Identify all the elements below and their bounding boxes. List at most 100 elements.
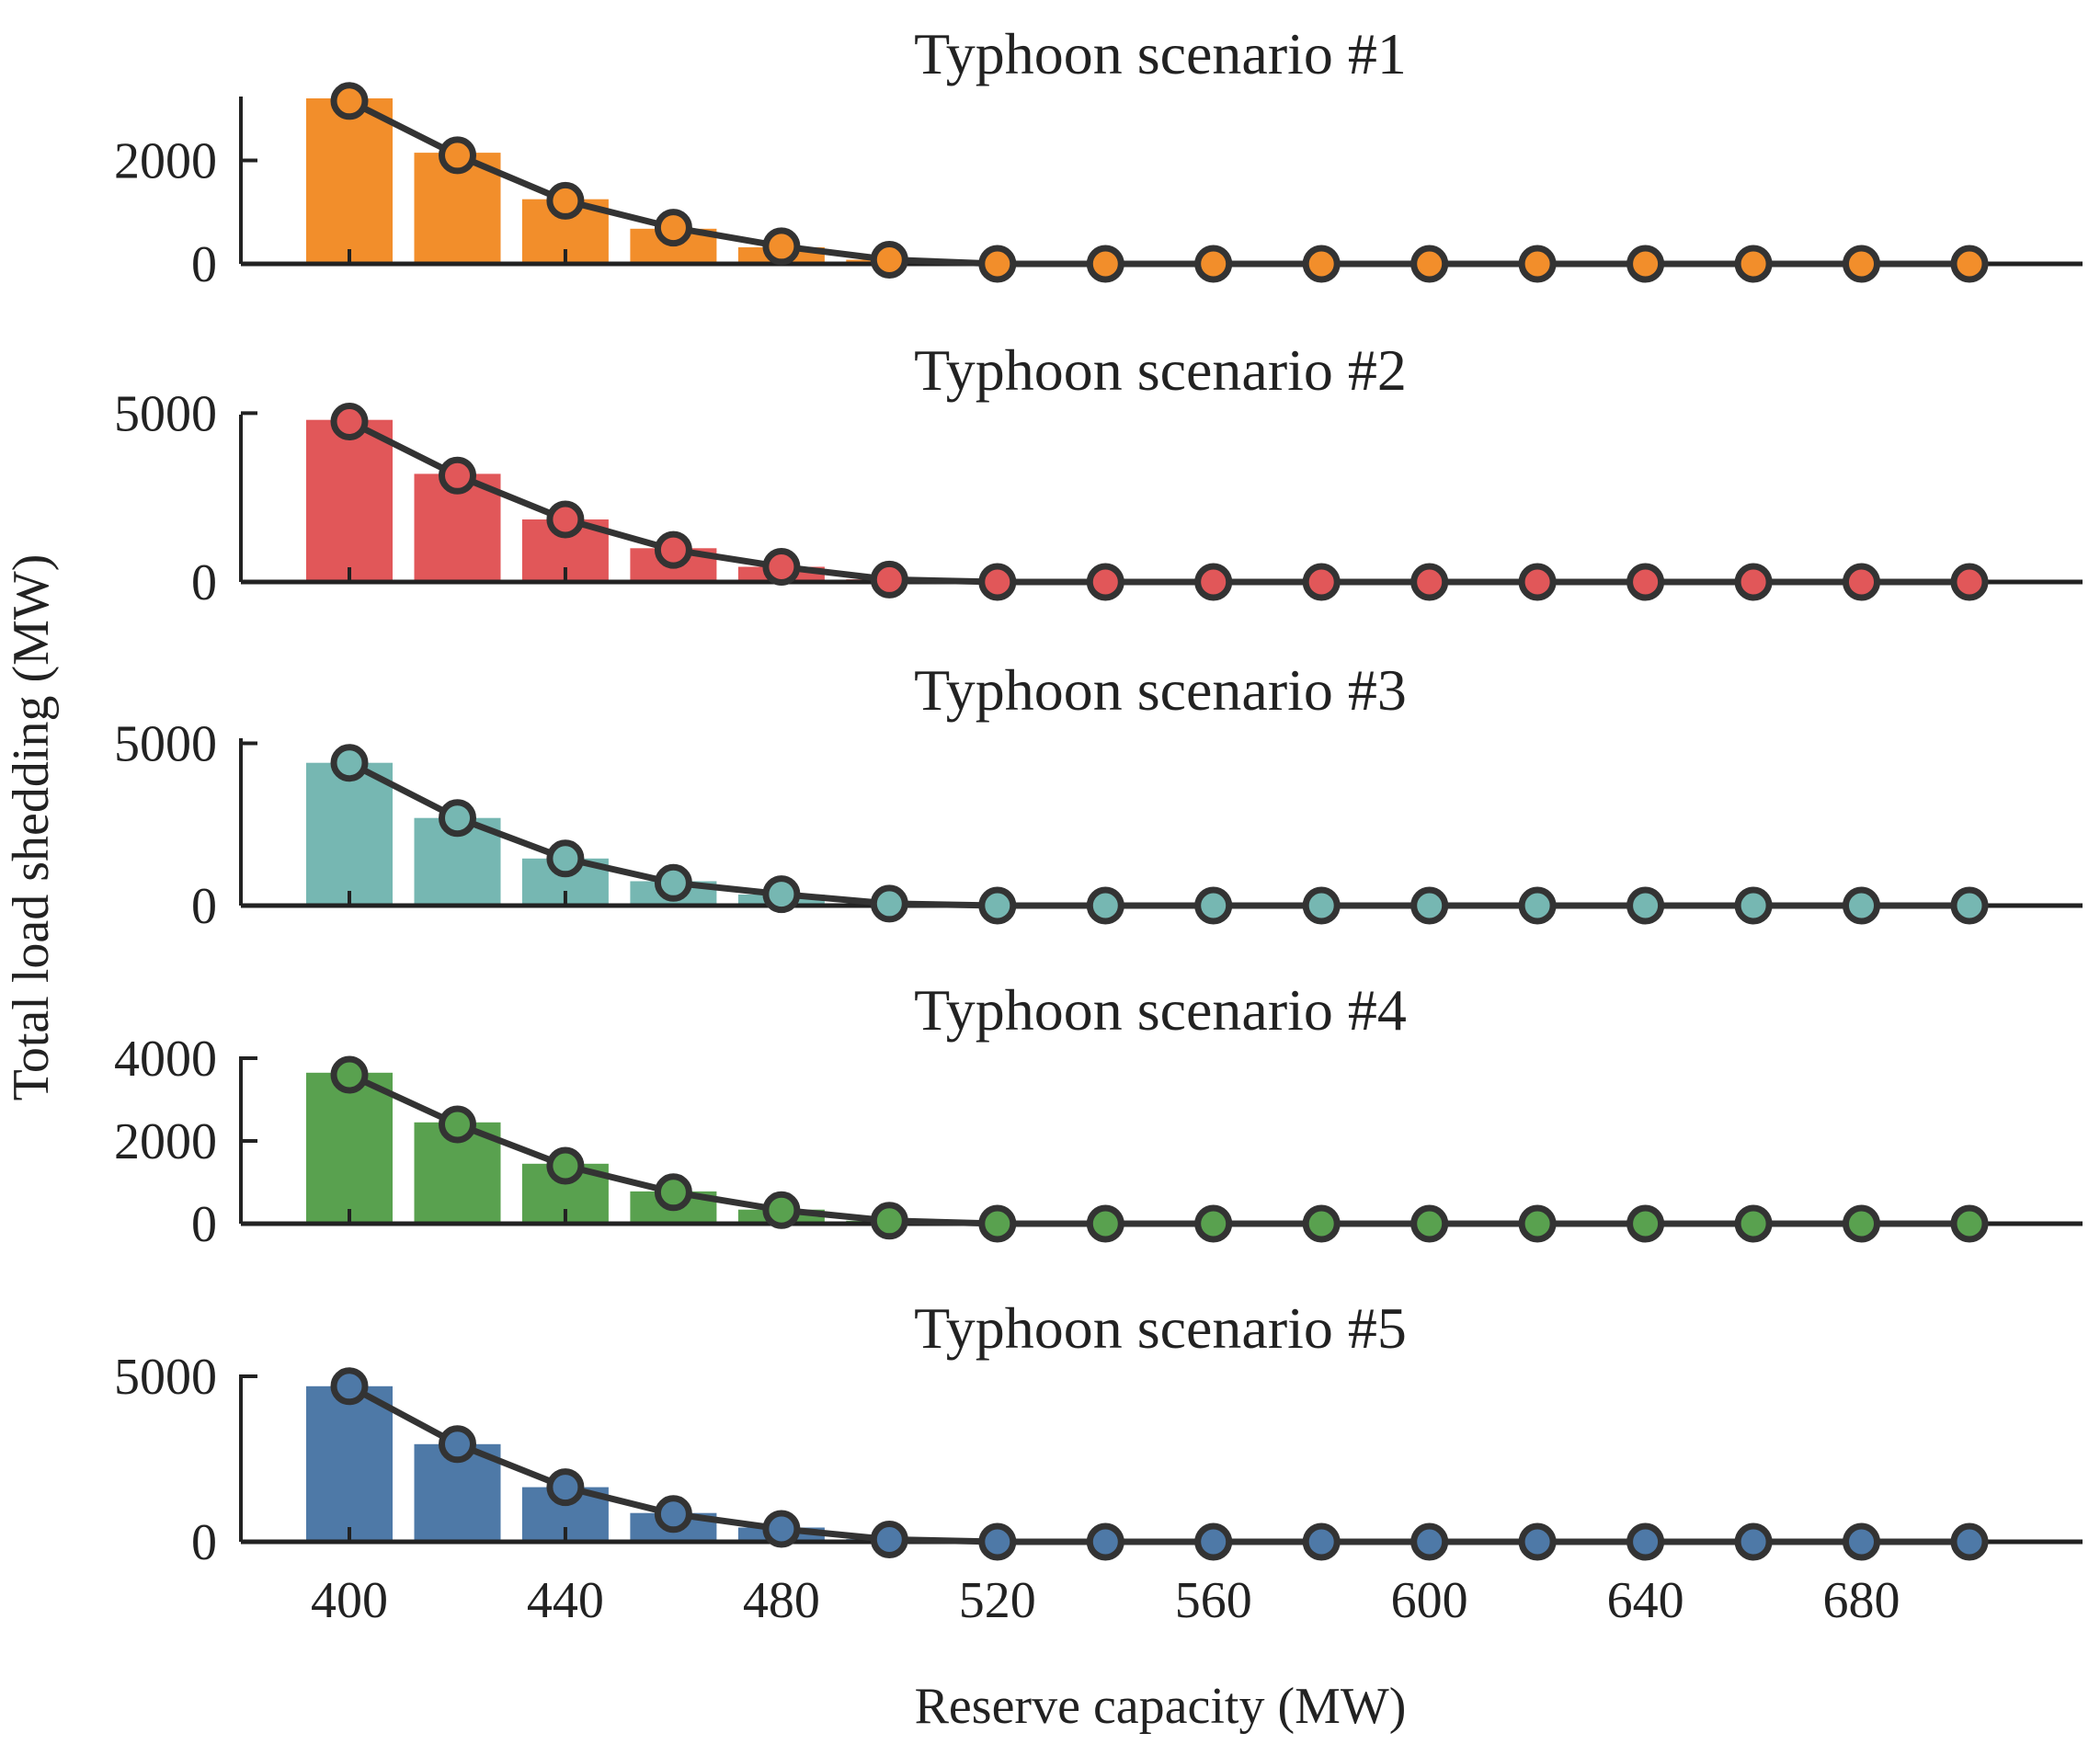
point-520 (978, 245, 1017, 283)
point-520 (978, 1204, 1017, 1243)
point-400 (330, 82, 369, 120)
point-580 (1302, 1204, 1341, 1243)
y-tick-label: 5000 (114, 716, 217, 773)
point-580 (1302, 1522, 1341, 1561)
point-620 (1518, 1522, 1557, 1561)
point-540 (1086, 1522, 1124, 1561)
panel-title: Typhoon scenario #5 (914, 1295, 1407, 1361)
point-500 (870, 1521, 908, 1558)
y-tick-label: 4000 (114, 1031, 217, 1088)
chart-panel-3: Typhoon scenario #3 0 5000 (114, 657, 2083, 935)
series-line (348, 1383, 1969, 1545)
chart-panel-2: Typhoon scenario #2 0 5000 (114, 337, 2083, 611)
y-axis-label: Total load shedding (MW) (3, 554, 60, 1101)
point-660 (1734, 886, 1773, 925)
point-400 (330, 1055, 369, 1094)
point-660 (1734, 1204, 1773, 1243)
x-tick-label: 480 (743, 1572, 820, 1629)
point-640 (1626, 245, 1665, 283)
point-400 (330, 1367, 369, 1406)
point-460 (654, 1173, 692, 1212)
x-tick-label: 520 (959, 1572, 1036, 1629)
point-600 (1410, 1204, 1449, 1243)
point-460 (654, 863, 692, 902)
point-660 (1734, 563, 1773, 601)
point-420 (439, 136, 476, 175)
point-540 (1086, 245, 1124, 283)
point-600 (1410, 1522, 1449, 1561)
x-tick-label: 400 (311, 1572, 388, 1629)
panel-title: Typhoon scenario #3 (914, 657, 1407, 723)
point-440 (546, 500, 585, 539)
series-line (348, 1071, 1969, 1227)
point-620 (1518, 1204, 1557, 1243)
x-tick-label: 680 (1823, 1572, 1900, 1629)
x-tick-label: 560 (1175, 1572, 1252, 1629)
point-600 (1410, 886, 1449, 925)
point-500 (870, 1202, 908, 1240)
point-480 (762, 227, 801, 266)
point-680 (1843, 1204, 1880, 1243)
point-640 (1626, 886, 1665, 925)
y-tick-label: 0 (191, 1514, 217, 1571)
bar-400 (306, 762, 393, 906)
point-700 (1950, 1522, 1989, 1561)
point-480 (762, 1191, 801, 1229)
point-480 (762, 548, 801, 586)
point-620 (1518, 245, 1557, 283)
point-700 (1950, 886, 1989, 925)
y-tick-label: 5000 (114, 385, 217, 442)
y-tick-label: 5000 (114, 1349, 217, 1406)
point-400 (330, 744, 369, 782)
point-680 (1843, 1522, 1880, 1561)
point-660 (1734, 1522, 1773, 1561)
point-600 (1410, 245, 1449, 283)
panel-title: Typhoon scenario #2 (914, 337, 1407, 403)
point-640 (1626, 1204, 1665, 1243)
point-580 (1302, 886, 1341, 925)
x-axis-label: Reserve capacity (MW) (915, 1678, 1407, 1735)
series-line (348, 418, 1969, 586)
point-460 (654, 530, 692, 569)
point-520 (978, 1522, 1017, 1561)
point-500 (870, 884, 908, 923)
series-line (348, 759, 1969, 909)
point-420 (439, 456, 476, 495)
point-700 (1950, 245, 1989, 283)
point-680 (1843, 245, 1880, 283)
y-tick-label: 2000 (114, 133, 217, 190)
point-560 (1194, 1204, 1233, 1243)
point-500 (870, 560, 908, 599)
point-660 (1734, 245, 1773, 283)
bar-400 (306, 98, 393, 264)
series-line (348, 97, 1969, 268)
chart-panel-4: Typhoon scenario #4 0 2000 4000 (114, 977, 2083, 1253)
bar-400 (306, 419, 393, 582)
point-440 (546, 1468, 585, 1507)
point-480 (762, 1510, 801, 1548)
point-420 (439, 1105, 476, 1144)
bar-400 (306, 1072, 393, 1225)
bar-400 (306, 1385, 393, 1542)
point-440 (546, 181, 585, 220)
point-680 (1843, 563, 1880, 601)
chart-panel-1: Typhoon scenario #1 0 2000 (114, 21, 2083, 293)
point-420 (439, 799, 476, 838)
point-560 (1194, 886, 1233, 925)
point-560 (1194, 1522, 1233, 1561)
point-460 (654, 1495, 692, 1534)
point-620 (1518, 886, 1557, 925)
point-520 (978, 886, 1017, 925)
point-580 (1302, 245, 1341, 283)
x-tick-label: 600 (1391, 1572, 1468, 1629)
point-540 (1086, 563, 1124, 601)
point-440 (546, 839, 585, 878)
point-500 (870, 241, 908, 279)
point-440 (546, 1146, 585, 1185)
point-480 (762, 875, 801, 914)
point-560 (1194, 563, 1233, 601)
point-640 (1626, 1522, 1665, 1561)
point-460 (654, 209, 692, 247)
y-tick-label: 0 (191, 878, 217, 935)
